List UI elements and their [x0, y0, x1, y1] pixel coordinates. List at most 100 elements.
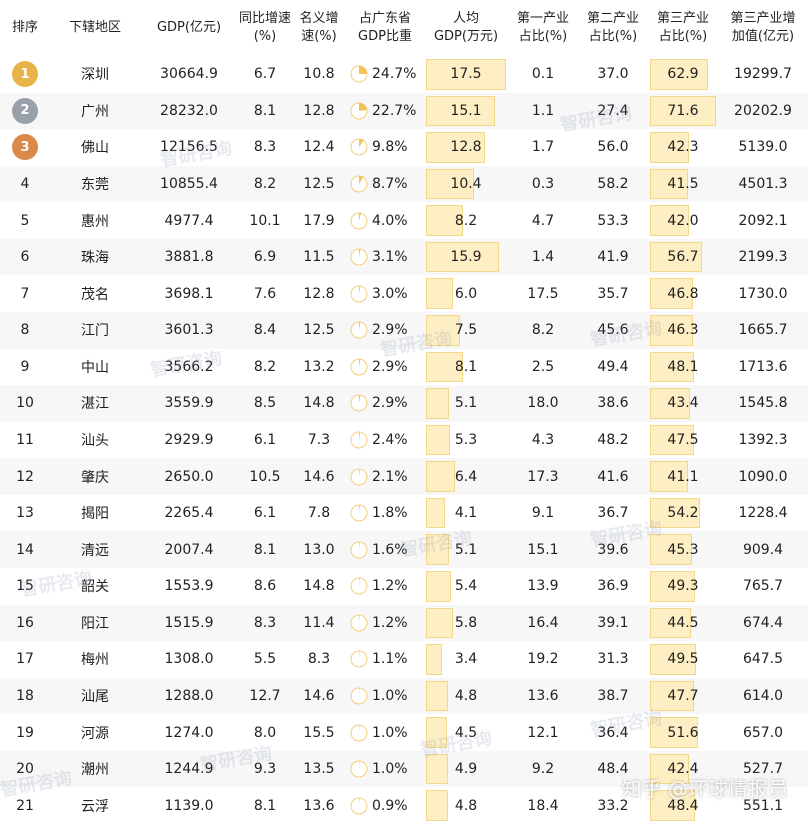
cell: 1545.8: [718, 385, 808, 422]
cell-text: 17.5: [527, 285, 559, 302]
cell: 2929.9: [140, 422, 238, 459]
cell-text: 1.4: [531, 249, 555, 266]
data-bar: [426, 717, 447, 748]
cell-text: 1.0%: [372, 687, 408, 704]
cell: 1090.0: [718, 458, 808, 495]
cell: 2.9%: [346, 385, 424, 422]
cell: 2199.3: [718, 239, 808, 276]
cell-text: 16.4: [527, 614, 559, 631]
cell-text: 647.5: [742, 651, 784, 668]
cell: 3559.9: [140, 385, 238, 422]
cell-text: 6.1: [253, 505, 277, 522]
header-cell: 第三产业增 加值(亿元): [730, 11, 796, 44]
cell: 674.4: [718, 605, 808, 642]
cell: 15.1: [508, 531, 578, 568]
data-bar: [426, 790, 448, 821]
data-bar: [426, 315, 461, 346]
cell: 53.3: [578, 202, 648, 239]
cell-text: 15.5: [303, 724, 335, 741]
cell-text: 1730.0: [738, 285, 788, 302]
cell-text: 42.4: [667, 761, 699, 778]
cell: 2.5: [508, 349, 578, 386]
cell-text: 揭阳: [81, 506, 109, 523]
data-bar: [426, 132, 485, 163]
share-pie: [350, 321, 368, 339]
cell-text: 15: [16, 578, 34, 595]
cell: 5: [0, 202, 50, 239]
cell: 1.6%: [346, 531, 424, 568]
cell-text: 1.7: [531, 139, 555, 156]
cell-text: 惠州: [81, 213, 109, 230]
cell: 2007.4: [140, 531, 238, 568]
cell-text: 27.4: [597, 102, 629, 119]
cell: 8.3: [238, 129, 292, 166]
cell: 46.3: [648, 312, 718, 349]
cell: 9.1: [508, 495, 578, 532]
cell-text: 7: [20, 285, 30, 302]
cell-text: 43.4: [667, 395, 699, 412]
cell-text: 7.6: [253, 285, 277, 302]
data-bar: [426, 607, 453, 639]
cell-text: 42.0: [667, 212, 699, 229]
data-bar: [650, 680, 694, 712]
cell-text: 2.9%: [372, 322, 408, 339]
cell: 3566.2: [140, 349, 238, 386]
cell: 5.4: [424, 568, 508, 605]
pie-slice: [359, 212, 361, 221]
cell: 47.5: [648, 422, 718, 459]
pie-slice: [359, 175, 364, 184]
data-bar: [650, 571, 696, 602]
cell: 46.8: [648, 275, 718, 312]
cell: 8.1: [424, 349, 508, 386]
cell-text: 4.8: [454, 687, 478, 704]
rank-medal: 1: [12, 61, 38, 88]
data-bar: [426, 59, 506, 90]
cell: 9: [0, 349, 50, 386]
cell-text: 47.7: [667, 687, 699, 704]
pie-slice: [359, 322, 361, 331]
data-bar: [650, 790, 695, 821]
share-pie: [350, 468, 368, 486]
cell: 8: [0, 312, 50, 349]
cell-text: 37.0: [597, 66, 629, 83]
cell-text: 0.1: [531, 66, 555, 83]
cell: 8.2: [238, 349, 292, 386]
cell-text: 19.2: [527, 651, 559, 668]
data-bar: [650, 424, 694, 456]
cell: 8.7%: [346, 166, 424, 203]
cell-text: 1.2%: [372, 614, 408, 631]
cell: 7.6: [238, 275, 292, 312]
pie-slice: [359, 761, 360, 770]
cell-text: 17: [16, 651, 34, 668]
cell-text: 1392.3: [738, 431, 788, 448]
data-bar: [426, 461, 456, 492]
cell: 佛山: [50, 129, 140, 166]
cell: 珠海: [50, 239, 140, 276]
cell: 云浮: [50, 787, 140, 824]
cell-text: 8.1: [253, 102, 277, 119]
cell-text: 17.5: [450, 66, 482, 83]
cell-text: 14.8: [303, 578, 335, 595]
data-bar: [426, 168, 474, 200]
cell: 36.7: [578, 495, 648, 532]
cell-text: 13: [16, 505, 34, 522]
cell-text: 4.0%: [372, 212, 408, 229]
data-bar: [650, 205, 689, 236]
cell-text: 5.4: [454, 578, 478, 595]
cell: 中山: [50, 349, 140, 386]
cell-text: 深圳: [81, 67, 109, 84]
cell-text: 1090.0: [738, 468, 788, 485]
cell: 1228.4: [718, 495, 808, 532]
pie-slice: [359, 651, 360, 660]
cell: 58.2: [578, 166, 648, 203]
cell-text: 11.4: [303, 614, 335, 631]
cell: 33.2: [578, 787, 648, 824]
cell: 1.0%: [346, 678, 424, 715]
cell-text: 38.7: [597, 687, 629, 704]
credit-watermark: 知乎 @环球情报员: [621, 777, 788, 801]
cell-text: 7.5: [454, 322, 478, 339]
cell: 13.2: [292, 349, 346, 386]
cell: 4.5: [424, 714, 508, 751]
cell: 15.1: [424, 93, 508, 130]
cell-text: 湛江: [81, 396, 109, 413]
